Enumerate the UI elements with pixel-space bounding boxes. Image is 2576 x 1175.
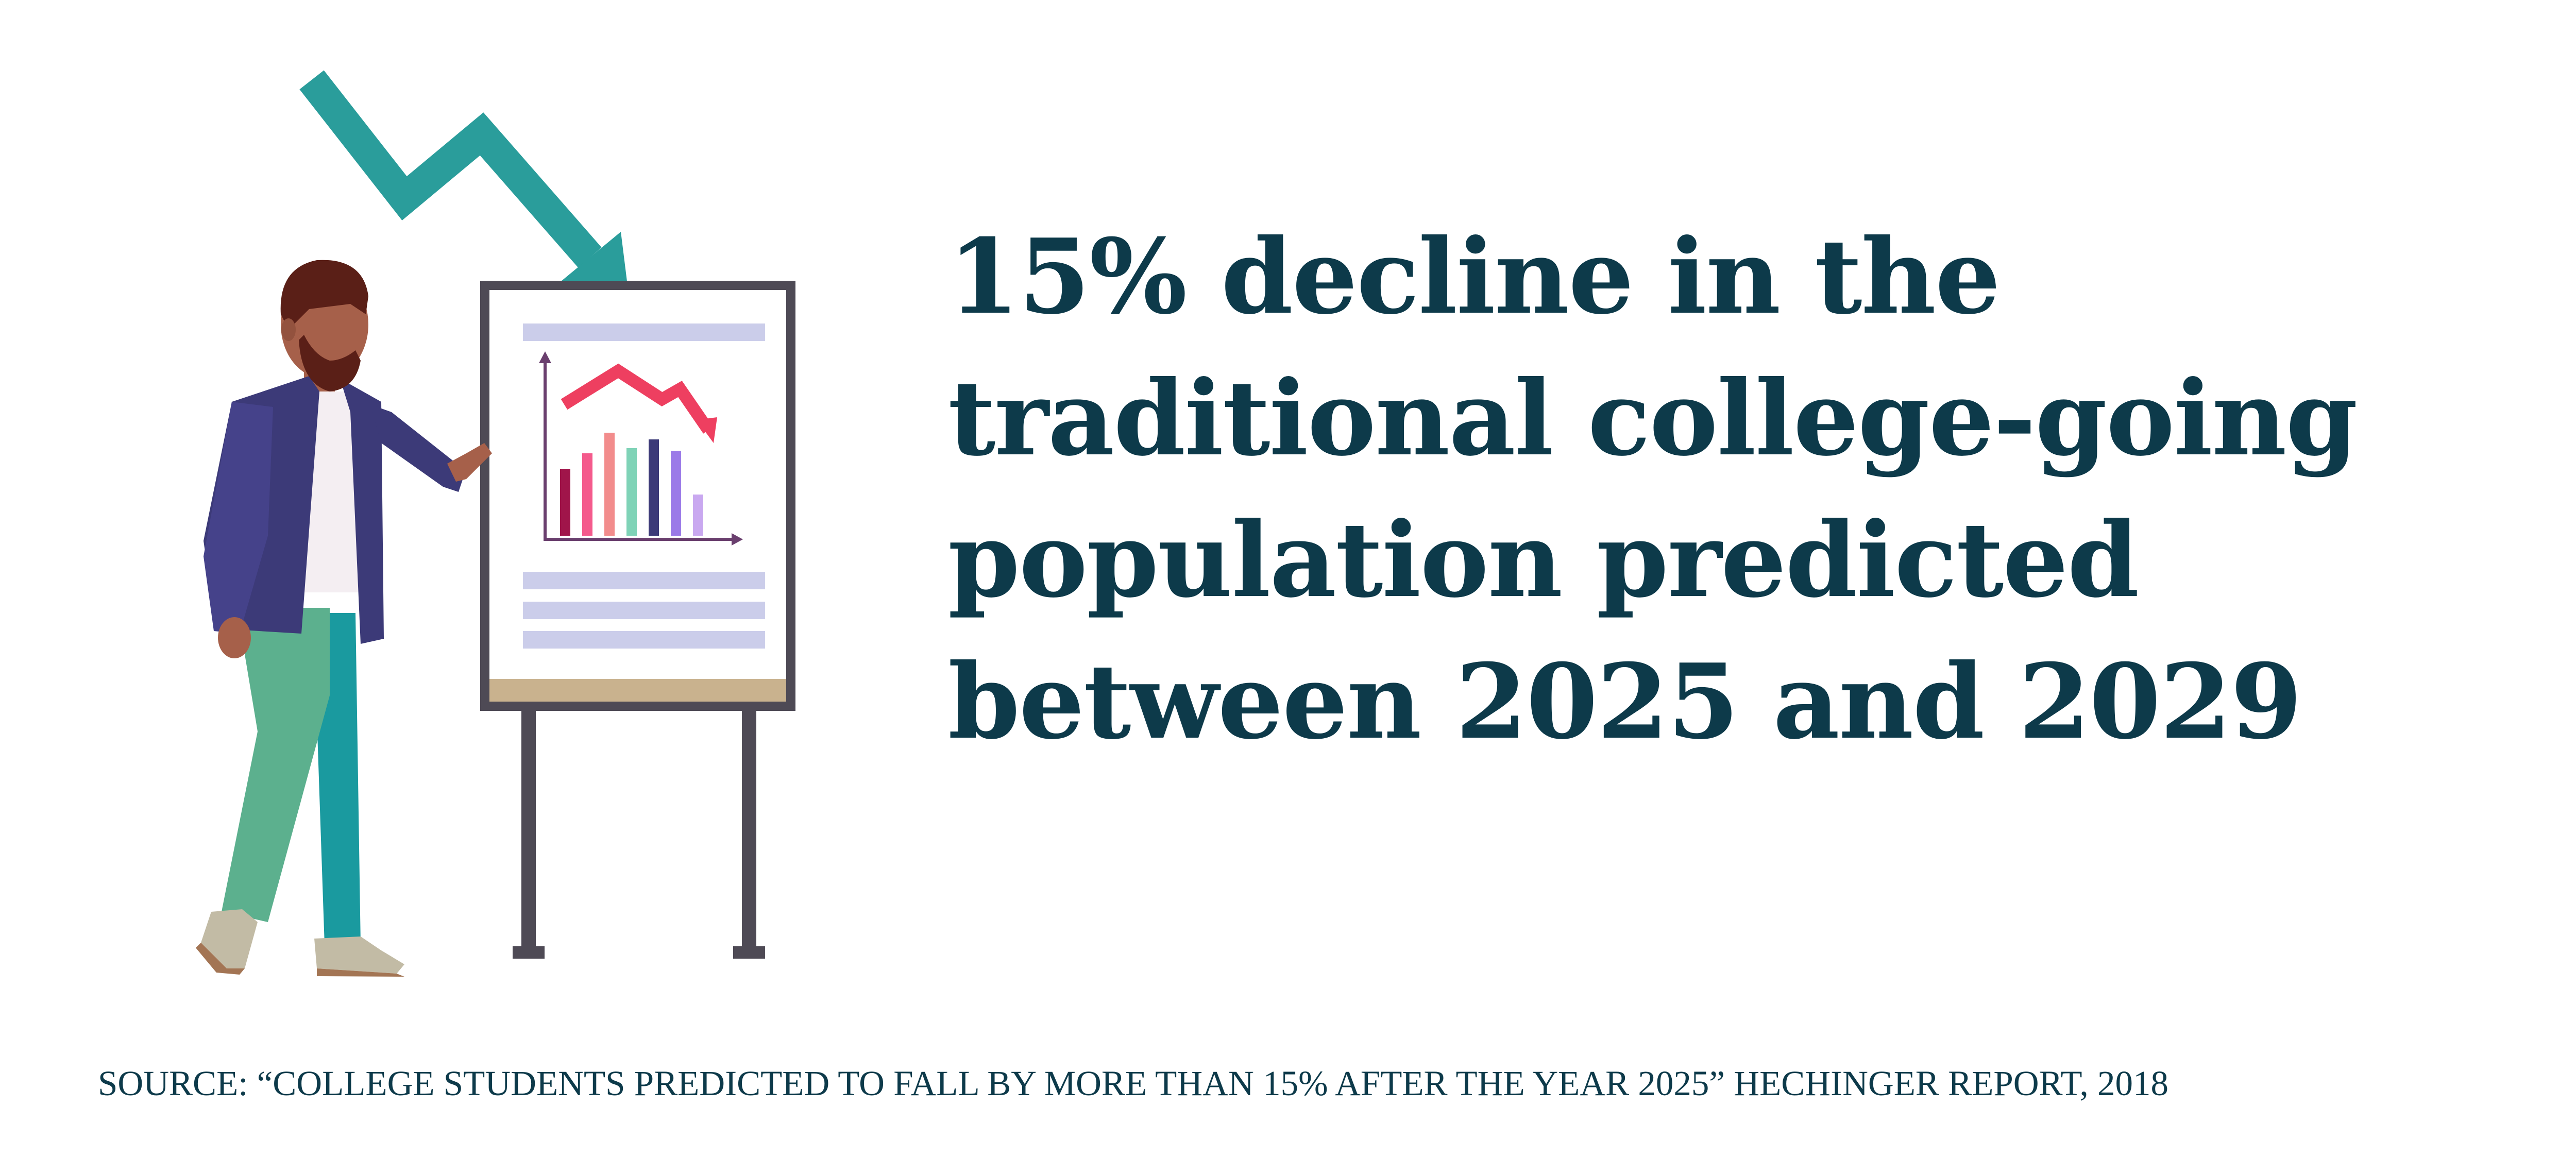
presenter-illustration [196,70,795,977]
headline-line-3: population predicted [948,500,2139,621]
headline-line-4: between 2025 and 2029 [948,641,2302,762]
presenter-person-icon [196,260,492,977]
headline-line-2: traditional college-going [948,358,2358,479]
headline: 15% decline in the traditional college-g… [948,206,2494,773]
source-citation: SOURCE: “COLLEGE STUDENTS PREDICTED TO F… [98,1064,2168,1103]
easel-board-icon [480,281,795,959]
headline-line-1: 15% decline in the [948,216,2001,337]
bar-chart-icon [539,351,743,546]
